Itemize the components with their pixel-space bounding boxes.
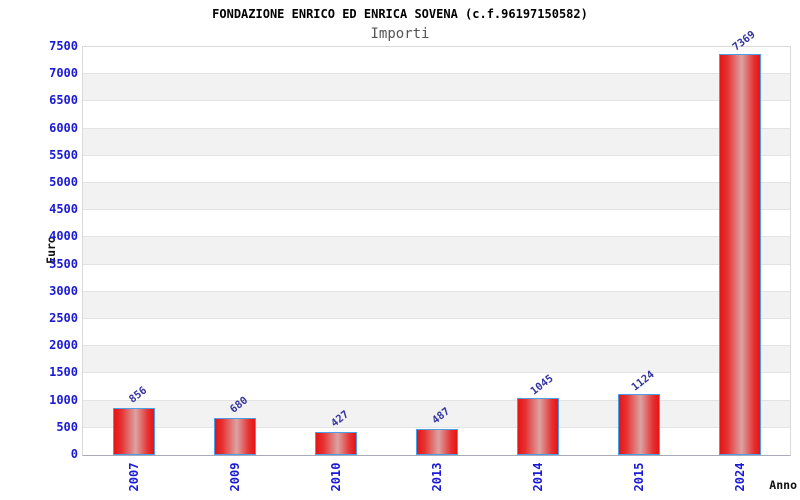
bar-2024	[718, 54, 761, 455]
gridline	[83, 209, 790, 211]
plot-band	[83, 319, 790, 347]
y-tick-label: 1000	[49, 392, 78, 407]
plot-band	[83, 155, 790, 183]
chart-title: FONDAZIONE ENRICO ED ENRICA SOVENA (c.f.…	[212, 7, 588, 21]
gridline	[83, 426, 790, 428]
gridline	[83, 345, 790, 347]
gridline	[83, 372, 790, 374]
gridline	[83, 263, 790, 265]
plot-band	[83, 264, 790, 292]
plot-band	[83, 101, 790, 129]
plot-band	[83, 400, 790, 428]
gridline	[83, 73, 790, 75]
y-tick-label: 5500	[49, 147, 78, 162]
bar-2007	[112, 408, 155, 455]
plot-band	[83, 291, 790, 319]
plot-band	[83, 128, 790, 156]
gridline	[83, 154, 790, 156]
x-tick-label: 2009	[227, 462, 242, 492]
gridline	[83, 290, 790, 292]
bar-2010	[314, 431, 357, 455]
y-tick-label: 500	[56, 419, 78, 434]
gridline	[83, 127, 790, 129]
plot-band	[83, 237, 790, 265]
y-tick-label: 4500	[49, 202, 78, 217]
bar-2009	[213, 418, 256, 455]
x-tick-label: 2024	[732, 462, 747, 492]
y-tick-label: 5000	[49, 175, 78, 189]
y-tick-label: 4000	[49, 229, 78, 244]
plot-band	[83, 183, 790, 211]
plot-band	[83, 47, 790, 75]
bar-2014	[516, 398, 559, 455]
gridline	[83, 182, 790, 183]
x-tick-label: 2013	[429, 462, 444, 492]
x-tick-label: 2010	[328, 462, 343, 492]
gridline	[83, 236, 790, 238]
x-tick-label: 2014	[530, 462, 545, 492]
gridline	[83, 318, 790, 319]
y-tick-label: 3500	[49, 256, 78, 271]
plot-band	[83, 74, 790, 102]
plot-band	[83, 373, 790, 401]
y-tick-label: 3000	[49, 283, 78, 298]
y-tick-label: 7500	[49, 39, 78, 53]
plot-area: 856 680 427 487 1045 1124 7369	[82, 29, 791, 456]
bar-2013	[415, 428, 458, 455]
gridline	[83, 399, 790, 401]
y-tick-label: 6500	[49, 93, 78, 108]
y-tick-label: 2500	[49, 311, 78, 325]
x-tick-label: 2015	[631, 462, 646, 492]
plot-band	[83, 210, 790, 238]
y-tick-label: 2000	[49, 338, 78, 353]
y-tick-label: 1500	[49, 365, 78, 380]
y-tick-label: 7000	[49, 66, 78, 81]
chart-subtitle: Importi	[370, 26, 430, 42]
plot-band	[83, 346, 790, 374]
x-tick-label: 2007	[126, 462, 141, 492]
y-tick-label: 0	[70, 447, 78, 461]
x-axis-label: Anno	[769, 478, 797, 492]
gridline	[83, 100, 790, 102]
bar-2015	[617, 393, 660, 455]
y-tick-label: 6000	[49, 120, 78, 135]
